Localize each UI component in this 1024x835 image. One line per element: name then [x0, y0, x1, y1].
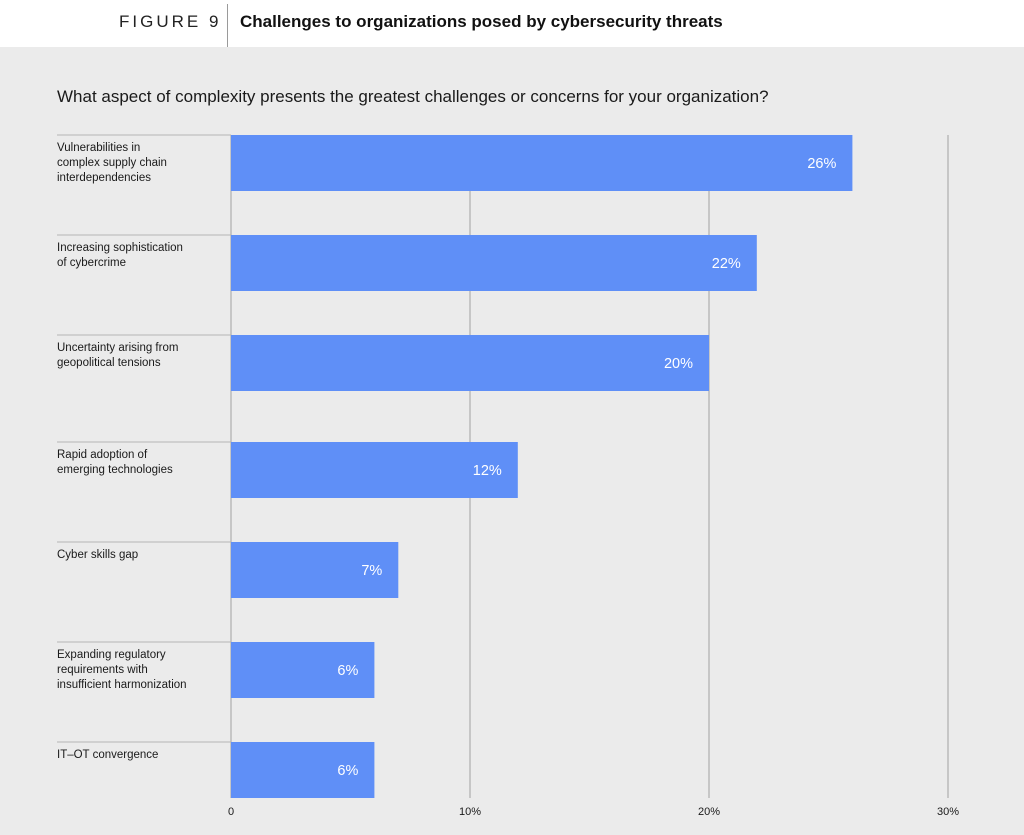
- bar-value-label: 20%: [664, 356, 693, 372]
- bar-value-label: 12%: [473, 463, 502, 479]
- category-label: Vulnerabilities in complex supply chain in…: [57, 142, 167, 184]
- category-label: Cyber skills gap: [57, 549, 138, 561]
- bar: [231, 742, 375, 798]
- category-label: Uncertainty arising from geopolitical ten…: [57, 342, 178, 369]
- bar-value-label: 6%: [337, 663, 358, 679]
- figure-header: FIGURE 9 Challenges to organizations pos…: [0, 0, 1024, 47]
- bar-value-label: 22%: [712, 256, 741, 272]
- bar: [231, 335, 709, 391]
- x-tick-label: 20%: [698, 806, 720, 818]
- x-tick-label: 10%: [459, 806, 481, 818]
- header-divider: [227, 4, 228, 47]
- bar-value-label: 6%: [337, 763, 358, 779]
- survey-question: What aspect of complexity presents the g…: [57, 87, 769, 106]
- x-tick-label: 30%: [937, 806, 959, 818]
- bar: [231, 642, 375, 698]
- bar: [231, 542, 399, 598]
- category-label: IT–OT convergence: [57, 749, 158, 761]
- category-label: Expanding regulatory requirements with ins…: [57, 649, 187, 691]
- category-label: Increasing sophistication of cybercrime: [57, 242, 183, 269]
- figure-number: FIGURE 9: [119, 12, 222, 31]
- bar-value-label: 7%: [361, 563, 382, 579]
- bar-value-label: 26%: [807, 156, 836, 172]
- category-label: Rapid adoption of emerging technologies: [57, 449, 173, 476]
- bar: [231, 135, 853, 191]
- bar: [231, 235, 757, 291]
- figure-title: Challenges to organizations posed by cyb…: [240, 12, 723, 31]
- x-tick-label: 0: [228, 806, 234, 818]
- bar: [231, 442, 518, 498]
